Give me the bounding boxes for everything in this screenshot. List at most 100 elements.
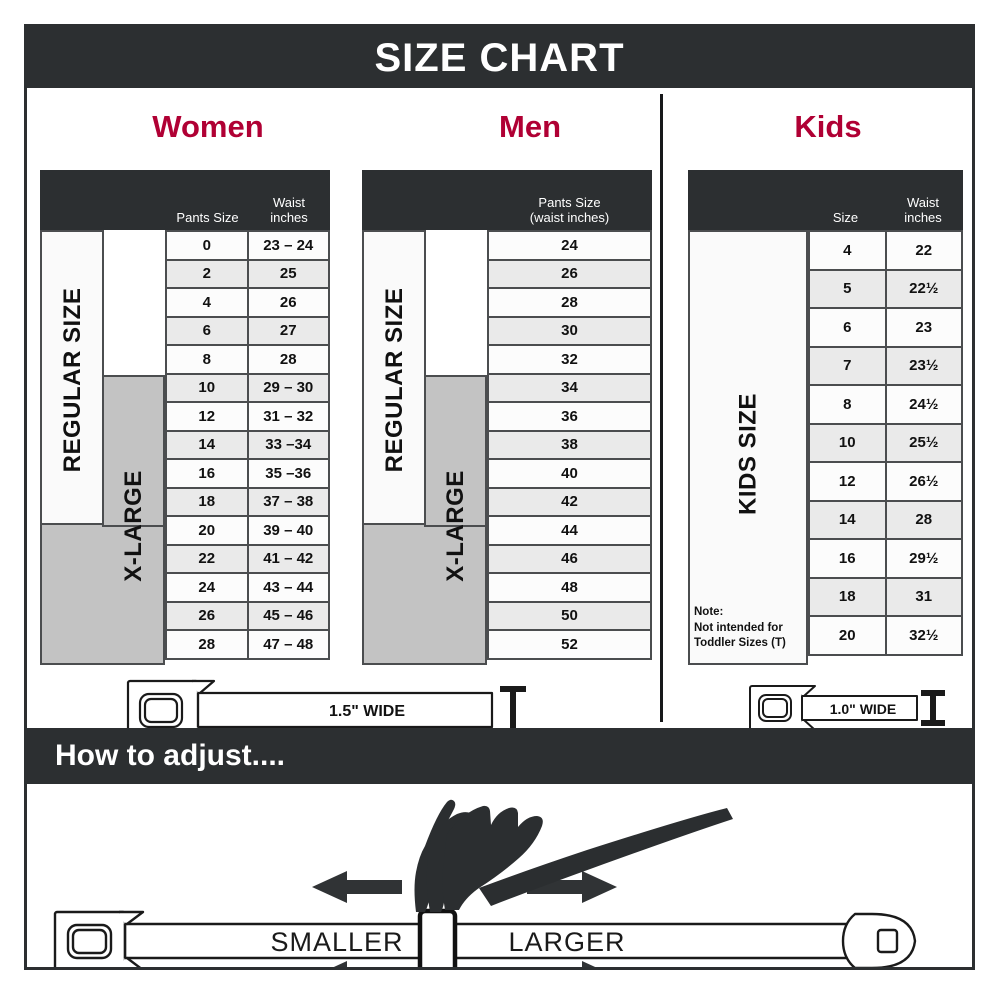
belt-illustration-narrow: 1.0" WIDE (745, 680, 955, 738)
vertical-divider (660, 94, 663, 722)
kids-cell-size: 5 (808, 268, 887, 309)
how-to-adjust-panel: SMALLER LARGER (27, 784, 972, 967)
smaller-arrows (312, 871, 402, 967)
women-row: 26 45 – 46 (165, 600, 330, 631)
men-regular-block (362, 230, 426, 525)
kids-cell-waist: 31 (884, 576, 963, 617)
men-row: 46 (487, 543, 652, 574)
women-cell-waist: 26 (246, 287, 330, 318)
belt-width-label-narrow: 1.0" WIDE (830, 701, 897, 717)
women-xlarge-block (40, 525, 165, 665)
women-row: 4 26 (165, 287, 330, 318)
kids-row: 6 23 (808, 307, 963, 348)
larger-label: LARGER (508, 927, 625, 957)
page-title: SIZE CHART (374, 35, 625, 80)
women-cell-size: 2 (165, 258, 249, 289)
kids-cell-waist: 28 (884, 499, 963, 540)
men-row: 52 (487, 629, 652, 660)
kids-cell-waist: 23 (884, 307, 963, 348)
kids-row: 7 23½ (808, 345, 963, 386)
women-cell-size: 28 (165, 629, 249, 660)
women-cell-size: 24 (165, 572, 249, 603)
section-heading-kids: Kids (794, 109, 862, 144)
women-row: 2 25 (165, 258, 330, 289)
kids-cell-size: 18 (808, 576, 887, 617)
size-chart-page: SIZE CHART Women Men Kids Pants Size Wai… (24, 24, 975, 970)
women-row: 22 41 – 42 (165, 543, 330, 574)
kids-cell-waist: 22 (884, 230, 963, 271)
kids-cell-size: 10 (808, 422, 887, 463)
men-row: 28 (487, 287, 652, 318)
kids-note-line1: Note: (694, 606, 724, 618)
men-row: 30 (487, 315, 652, 346)
women-col1-header: Pants Size (176, 210, 239, 226)
women-cell-waist: 43 – 44 (246, 572, 330, 603)
kids-cell-size: 8 (808, 384, 887, 425)
kids-row: 18 31 (808, 576, 963, 617)
kids-col1-header: Size (832, 210, 859, 226)
men-row: 38 (487, 429, 652, 460)
women-table: Pants Size Waist inches REGULAR SIZE X-L… (40, 170, 330, 665)
men-cell-size: 26 (487, 258, 652, 289)
kids-col2-header-line2: inches (904, 210, 942, 226)
kids-cell-size: 16 (808, 538, 887, 579)
men-row: 44 (487, 515, 652, 546)
women-cell-size: 8 (165, 344, 249, 375)
kids-cell-waist: 22½ (884, 268, 963, 309)
men-cell-size: 28 (487, 287, 652, 318)
women-col2-header-line1: Waist (272, 195, 306, 211)
women-row: 10 29 – 30 (165, 372, 330, 403)
kids-size-block (688, 230, 808, 665)
women-cell-waist: 37 – 38 (246, 486, 330, 517)
kids-table-header: Size Waist inches (688, 170, 963, 230)
kids-cell-waist: 23½ (884, 345, 963, 386)
women-cell-size: 10 (165, 372, 249, 403)
women-row: 16 35 –36 (165, 458, 330, 489)
kids-rows: 4 22 5 22½ 6 23 7 23½ 8 24½ 10 25½ 12 26½ 14 28 16 29½ 18 3… (808, 230, 963, 656)
kids-cell-size: 20 (808, 615, 887, 656)
men-row: 34 (487, 372, 652, 403)
women-col2-header: Waist inches (250, 195, 328, 226)
women-row: 20 39 – 40 (165, 515, 330, 546)
women-cell-size: 14 (165, 429, 249, 460)
kids-note-line2: Not intended for (694, 621, 783, 634)
women-row: 18 37 – 38 (165, 486, 330, 517)
kids-cell-waist: 26½ (884, 461, 963, 502)
kids-col2-header: Waist inches (884, 195, 962, 226)
tables-region: Women Men Kids Pants Size Waist inches R… (27, 88, 972, 741)
kids-note-line3: Toddler Sizes (T) (694, 637, 786, 650)
men-col-header-line2: (waist inches) (529, 210, 610, 226)
women-rows: 0 23 – 24 2 25 4 26 6 27 8 28 10 29 – 30 12 31 – 32 14… (165, 230, 330, 660)
women-xlarge-label: X-LARGE (120, 470, 147, 582)
men-table: Pants Size (waist inches) REGULAR SIZE X… (362, 170, 652, 665)
men-cell-size: 40 (487, 458, 652, 489)
men-cell-size: 52 (487, 629, 652, 660)
kids-row: 8 24½ (808, 384, 963, 425)
kids-row: 16 29½ (808, 538, 963, 579)
larger-arrows (527, 871, 617, 967)
women-cell-waist: 35 –36 (246, 458, 330, 489)
kids-cell-size: 12 (808, 461, 887, 502)
men-regular-label: REGULAR SIZE (381, 287, 408, 473)
women-cell-size: 4 (165, 287, 249, 318)
women-cell-waist: 45 – 46 (246, 600, 330, 631)
men-cell-size: 24 (487, 230, 652, 261)
men-table-header: Pants Size (waist inches) (362, 170, 652, 230)
title-bar: SIZE CHART (27, 27, 972, 88)
men-cell-size: 42 (487, 486, 652, 517)
men-xlarge-label: X-LARGE (442, 470, 469, 582)
women-cell-waist: 33 –34 (246, 429, 330, 460)
men-col-header-line1: Pants Size (538, 195, 601, 211)
kids-note: Note: Not intended for Toddler Sizes (T) (694, 605, 809, 652)
section-heading-women: Women (152, 109, 264, 144)
women-row: 0 23 – 24 (165, 230, 330, 261)
women-table-header: Pants Size Waist inches (40, 170, 330, 230)
women-cell-size: 26 (165, 600, 249, 631)
men-row: 26 (487, 258, 652, 289)
women-xlarge-block-upper (102, 375, 165, 527)
kids-cell-waist: 25½ (884, 422, 963, 463)
women-cell-size: 12 (165, 401, 249, 432)
how-to-adjust-heading: How to adjust.... (55, 739, 285, 772)
belt-illustration-wide: 1.5" WIDE (122, 673, 562, 743)
men-xlarge-block-upper (424, 375, 487, 527)
